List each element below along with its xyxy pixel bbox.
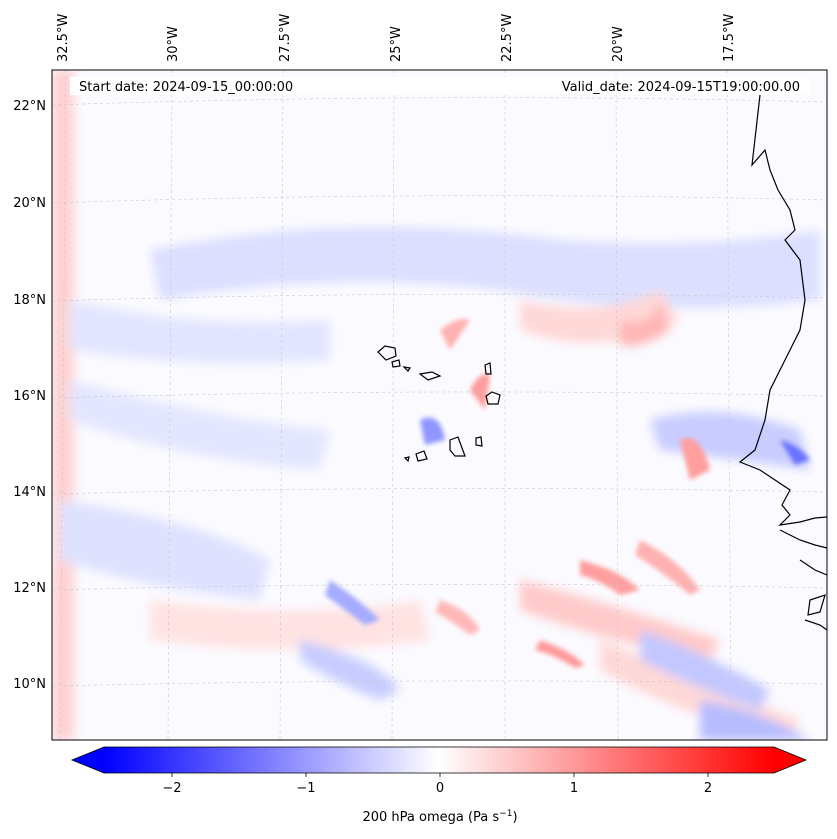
colorbar-tick-label: −2 — [162, 781, 181, 796]
colorbar-tick-label: 0 — [436, 781, 444, 796]
lat-label: 18°N — [13, 293, 46, 308]
colorbar-ticks — [171, 773, 709, 777]
lon-label: 27.5°W — [278, 14, 293, 62]
lon-label: 32.5°W — [56, 14, 71, 62]
info-bar — [70, 77, 810, 95]
lon-label: 17.5°W — [722, 14, 737, 62]
start-date-label: Start date: 2024-09-15_00:00:00 — [79, 80, 293, 95]
valid-date-label: Valid_date: 2024-09-15T19:00:00.00 — [562, 80, 800, 95]
colorbar-tick-label: 2 — [704, 781, 712, 796]
lon-label: 22.5°W — [500, 14, 515, 62]
lon-label: 25°W — [389, 26, 404, 62]
colorbar-body — [104, 747, 774, 773]
colorbar-tick-label: 1 — [570, 781, 578, 796]
lat-label: 14°N — [13, 485, 46, 500]
island-santo-antao — [377, 345, 397, 361]
lat-label: 16°N — [13, 389, 46, 404]
lon-label: 20°W — [611, 26, 626, 62]
colorbar: −2 −1 0 1 2 200 hPa omega (Pa s−1) — [70, 746, 808, 825]
lat-label: 12°N — [13, 581, 46, 596]
island-sao-vicente — [391, 359, 401, 368]
africa-coastline — [738, 94, 827, 526]
island-sao-nicolau — [418, 371, 442, 381]
lon-label: 30°W — [166, 26, 181, 62]
longitude-labels: 32.5°W 30°W 27.5°W 25°W 22.5°W 20°W 17.5… — [56, 14, 737, 62]
colorbar-tick-label: −1 — [296, 781, 315, 796]
coastline — [377, 94, 827, 631]
map-frame — [51, 69, 828, 741]
colorbar-title-prefix: 200 hPa omega (Pa s — [362, 810, 499, 825]
colorbar-outline — [70, 746, 808, 774]
colorbar-title-sup: −1 — [499, 809, 512, 819]
lat-label: 22°N — [13, 99, 46, 114]
island-santiago — [449, 436, 466, 457]
gridlines — [52, 70, 827, 740]
coast-segment-south — [779, 529, 827, 631]
colorbar-title: 200 hPa omega (Pa s−1) — [362, 809, 517, 825]
island-maio — [475, 436, 483, 447]
island-brava — [403, 456, 410, 463]
island-boa-vista — [485, 391, 501, 405]
island-sal — [484, 362, 492, 375]
island-santa-luzia — [402, 366, 412, 372]
lat-label: 20°N — [13, 196, 46, 211]
latitude-labels: 22°N 20°N 18°N 16°N 14°N 12°N 10°N — [13, 99, 46, 692]
omega-field — [52, 70, 827, 740]
colorbar-title-suffix: ) — [512, 810, 517, 825]
lat-label: 10°N — [13, 677, 46, 692]
island-fogo — [415, 450, 428, 462]
colorbar-low-extension — [72, 747, 104, 773]
colorbar-high-extension — [774, 747, 806, 773]
